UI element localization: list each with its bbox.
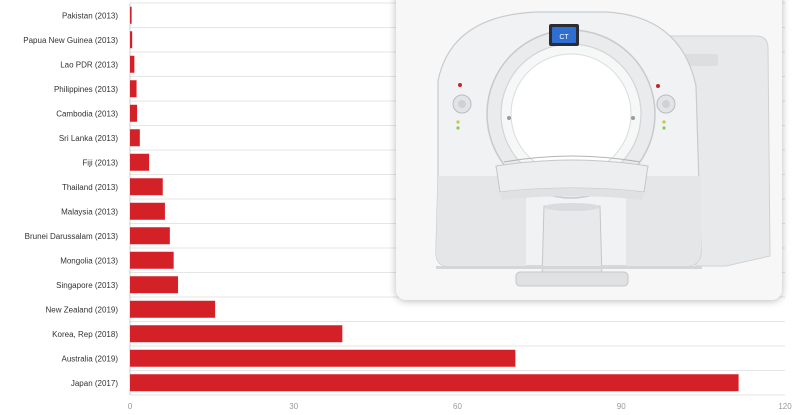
category-label: Japan (2017): [71, 379, 118, 388]
bar: [130, 227, 170, 245]
bar: [130, 153, 150, 171]
category-label: New Zealand (2019): [46, 305, 119, 314]
bar: [130, 276, 179, 294]
category-labels: Pakistan (2013) Papua New Guinea (2013) La…: [23, 11, 118, 388]
ct-scanner-image-card: CT: [396, 0, 782, 300]
bar: [130, 300, 216, 318]
chart-bars: [130, 6, 739, 392]
ct-scanner-image: CT: [435, 11, 771, 287]
x-tick-label: 120: [778, 402, 792, 411]
x-tick-label: 60: [453, 402, 462, 411]
category-label: Thailand (2013): [62, 183, 118, 192]
bar: [130, 80, 137, 98]
category-label: Sri Lanka (2013): [59, 134, 118, 143]
category-label: Mongolia (2013): [60, 256, 118, 265]
category-label: Papua New Guinea (2013): [23, 36, 118, 45]
bar: [130, 178, 163, 196]
category-label: Cambodia (2013): [56, 109, 118, 118]
bar: [130, 55, 135, 73]
x-tick-label: 90: [617, 402, 626, 411]
bar: [130, 129, 140, 147]
category-label: Lao PDR (2013): [60, 60, 118, 69]
category-label: Australia (2019): [62, 354, 119, 363]
category-label: Pakistan (2013): [62, 11, 118, 20]
bar: [130, 374, 739, 392]
category-label: Korea, Rep (2018): [52, 330, 118, 339]
bar: [130, 6, 132, 24]
bar: [130, 104, 138, 122]
x-tick-label: 0: [128, 402, 133, 411]
scanner-display-text: CT: [559, 34, 569, 41]
category-label: Malaysia (2013): [61, 207, 118, 216]
category-label: Fiji (2013): [82, 158, 118, 167]
category-label: Singapore (2013): [56, 281, 118, 290]
bar: [130, 251, 174, 269]
bar: [130, 325, 343, 343]
category-label: Brunei Darussalam (2013): [25, 232, 119, 241]
x-tick-label: 30: [289, 402, 298, 411]
bar: [130, 202, 165, 220]
x-axis-ticks: 0 30 60 90 120: [128, 402, 792, 411]
category-label: Philippines (2013): [54, 85, 118, 94]
bar: [130, 349, 516, 367]
bar: [130, 31, 133, 49]
